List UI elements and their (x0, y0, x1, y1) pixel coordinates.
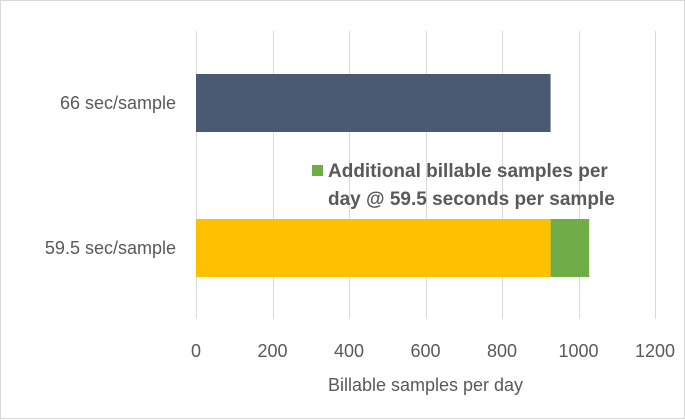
y-category-labels: 66 sec/sample 59.5 sec/sample (45, 93, 176, 258)
x-axis-title: Billable samples per day (328, 375, 523, 395)
legend-label-line-2: day @ 59.5 seconds per sample (328, 189, 615, 210)
legend: Additional billable samples per day @ 59… (312, 161, 615, 210)
bars (196, 74, 590, 277)
x-tick-label-800: 800 (487, 341, 517, 361)
bar-segment-1-0 (196, 219, 551, 277)
x-tick-label-0: 0 (191, 341, 201, 361)
x-tick-label-600: 600 (410, 341, 440, 361)
category-label-0: 66 sec/sample (60, 93, 176, 113)
legend-label-line-1: Additional billable samples per (328, 161, 608, 182)
x-tick-labels: 0 200 400 600 800 1000 1200 (191, 341, 675, 361)
x-tick-label-1200: 1200 (635, 341, 675, 361)
bar-segment-0-0 (196, 74, 551, 132)
bar-segment-1-1 (550, 219, 590, 277)
legend-swatch (312, 165, 323, 176)
x-tick-label-400: 400 (334, 341, 364, 361)
category-label-1: 59.5 sec/sample (45, 238, 176, 258)
x-tick-label-200: 200 (257, 341, 287, 361)
x-tick-label-1000: 1000 (558, 341, 598, 361)
